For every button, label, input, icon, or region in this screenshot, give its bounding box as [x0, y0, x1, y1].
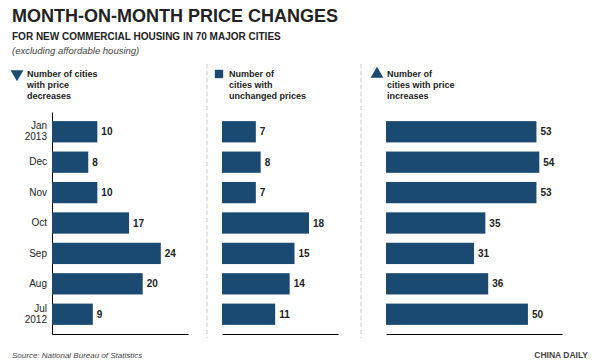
bar	[222, 212, 309, 233]
subtitle: FOR NEW COMMERCIAL HOUSING IN 70 MAJOR C…	[12, 31, 281, 42]
y-tick-label-line: Jul	[34, 303, 47, 314]
data-label: 14	[294, 278, 306, 289]
divider	[207, 64, 208, 338]
bars	[52, 121, 161, 325]
y-tick-label-line: Nov	[29, 187, 47, 198]
y-tick: Jul2012	[25, 303, 52, 325]
data-label: 18	[313, 218, 325, 229]
y-tick-label-line: 2013	[25, 131, 48, 142]
x-axis	[223, 334, 339, 335]
y-tick-label: Nov	[29, 187, 47, 198]
data-label: 17	[133, 218, 145, 229]
legend-label-line: decreases	[27, 91, 71, 101]
y-tick-label: Aug	[29, 278, 47, 289]
data-label: 8	[92, 157, 98, 168]
data-label: 10	[101, 126, 113, 137]
legend-label-line: Number of	[229, 69, 275, 79]
y-tick-label: Jul2012	[25, 303, 48, 325]
bar	[52, 243, 161, 264]
legend-label-line: cities with	[229, 80, 273, 90]
chart: MONTH-ON-MONTH PRICE CHANGES FOR NEW COMM…	[0, 0, 600, 364]
bar	[386, 121, 536, 142]
y-tick-label: Oct	[31, 217, 47, 228]
bar	[386, 304, 528, 325]
bar	[386, 273, 488, 294]
bar	[52, 273, 143, 294]
data-label: 35	[489, 218, 501, 229]
data-label: 24	[165, 248, 177, 259]
data-label: 53	[540, 126, 552, 137]
data-label: 54	[543, 157, 555, 168]
y-tick: Aug	[29, 278, 52, 289]
title: MONTH-ON-MONTH PRICE CHANGES	[12, 6, 338, 26]
y-tick-label-line: Oct	[31, 217, 47, 228]
y-axis: Jan2013 Dec Nov Oct Sep Aug Jul2012	[25, 113, 53, 335]
y-tick: Oct	[31, 217, 52, 228]
y-tick-label: Jan2013	[25, 120, 48, 142]
y-tick-label-line: Jan	[31, 120, 47, 131]
y-tick: Sep	[29, 248, 52, 259]
bar	[52, 152, 88, 173]
y-tick-label: Sep	[29, 248, 47, 259]
data-label: 10	[101, 187, 113, 198]
y-tick-label-line: Dec	[29, 156, 47, 167]
bar	[52, 121, 97, 142]
bar	[52, 212, 129, 233]
x-axis-domain	[387, 334, 563, 335]
data-label: 15	[299, 248, 311, 259]
bar	[386, 182, 536, 203]
x-axis	[53, 334, 189, 335]
y-tick: Dec	[29, 156, 52, 167]
legend-label-line: unchanged prices	[229, 91, 306, 101]
data-label: 11	[279, 309, 290, 320]
bar	[386, 243, 474, 264]
data-label: 9	[97, 309, 103, 320]
x-axis	[387, 334, 563, 335]
bar	[222, 182, 256, 203]
annotation: CHINA DAILY	[534, 350, 588, 360]
y-tick-label: Dec	[29, 156, 47, 167]
annotation: (excluding affordable housing)	[12, 45, 139, 56]
bar	[52, 304, 93, 325]
legend-marker	[215, 70, 223, 78]
legend-marker	[11, 70, 24, 81]
legend-marker	[371, 67, 384, 78]
legend-label-line: Number of cities	[27, 69, 98, 79]
bars	[222, 121, 309, 325]
bar	[386, 212, 485, 233]
bar	[222, 304, 275, 325]
legend-label: Number ofcities withunchanged prices	[229, 69, 306, 101]
y-tick-label-line: Sep	[29, 248, 47, 259]
bars	[386, 121, 539, 325]
data-label: 50	[532, 309, 544, 320]
data-label: 53	[540, 187, 552, 198]
data-label: 20	[147, 278, 159, 289]
bar	[222, 243, 295, 264]
legend-label: Number ofcities with priceincreases	[387, 69, 455, 101]
y-tick-label-line: 2012	[25, 314, 48, 325]
annotation: Source: National Bureau of Statistics	[12, 351, 142, 360]
bar	[386, 152, 539, 173]
bar	[222, 121, 256, 142]
y-tick: Jan2013	[25, 120, 52, 142]
bar	[52, 182, 97, 203]
legend-label: Number of citieswith pricedecreases	[26, 69, 98, 101]
data-label: 7	[260, 126, 266, 137]
legend-label-line: with price	[26, 80, 69, 90]
data-label: 7	[260, 187, 266, 198]
legend-label-line: cities with price	[387, 80, 455, 90]
data-label: 36	[492, 278, 504, 289]
divider	[361, 64, 362, 338]
bar	[222, 273, 290, 294]
data-label: 8	[265, 157, 271, 168]
x-axis-domain	[53, 334, 189, 335]
x-axis-domain	[223, 334, 339, 335]
data-label: 31	[478, 248, 490, 259]
bar	[222, 152, 261, 173]
legend-label-line: increases	[387, 91, 429, 101]
y-tick-label-line: Aug	[29, 278, 47, 289]
y-tick: Nov	[29, 187, 52, 198]
legend-label-line: Number of	[387, 69, 433, 79]
